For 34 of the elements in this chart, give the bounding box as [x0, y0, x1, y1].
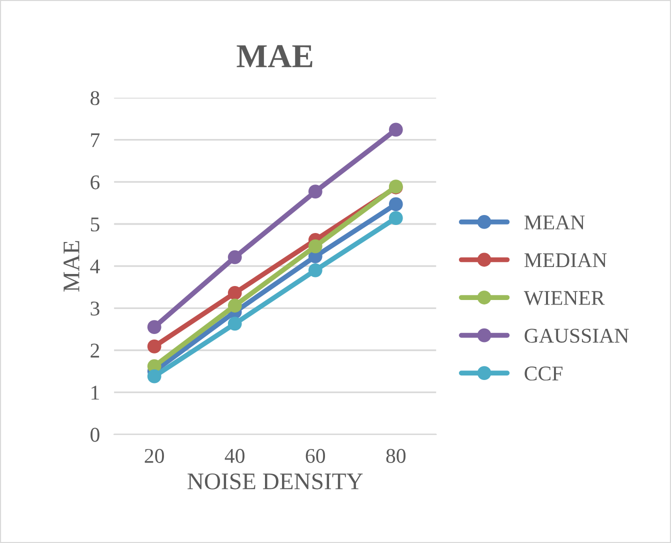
point	[308, 184, 322, 199]
y-tick-label: 8	[90, 91, 100, 106]
y-tick-label: 7	[91, 133, 100, 148]
point	[147, 320, 162, 334]
legend-label: GAUSSIAN	[524, 328, 629, 343]
point	[388, 122, 403, 137]
y-tick-label: 0	[90, 428, 100, 442]
y-tick-label: 4	[90, 260, 100, 274]
legend-label: WIENER	[524, 291, 605, 306]
point	[388, 197, 403, 212]
point	[147, 369, 162, 384]
y-tick-label: 3	[90, 302, 100, 316]
point	[308, 263, 322, 278]
y-tick-label: 6	[90, 175, 100, 190]
point	[147, 340, 162, 354]
point	[388, 211, 403, 226]
x-tick-label: 60	[306, 448, 325, 463]
legend-label: CCF	[524, 366, 562, 381]
y-tick-label: 5	[90, 218, 100, 232]
legend-label: MEDIAN	[524, 253, 607, 268]
y-axis-title: MAE	[64, 241, 80, 292]
point	[228, 286, 242, 300]
y-tick-label: 2	[90, 344, 100, 358]
x-tick-label: 80	[386, 448, 406, 463]
point	[308, 239, 322, 254]
x-tick-label: 20	[144, 448, 164, 463]
y-tick-label: 1	[92, 386, 99, 400]
x-tick-label: 40	[224, 448, 244, 463]
legend-label: MEAN	[524, 216, 585, 230]
chart-title: MAE	[236, 45, 312, 68]
point	[228, 298, 242, 313]
x-axis-title: NOISE DENSITY	[188, 473, 363, 490]
point	[228, 316, 242, 331]
point	[228, 250, 242, 264]
